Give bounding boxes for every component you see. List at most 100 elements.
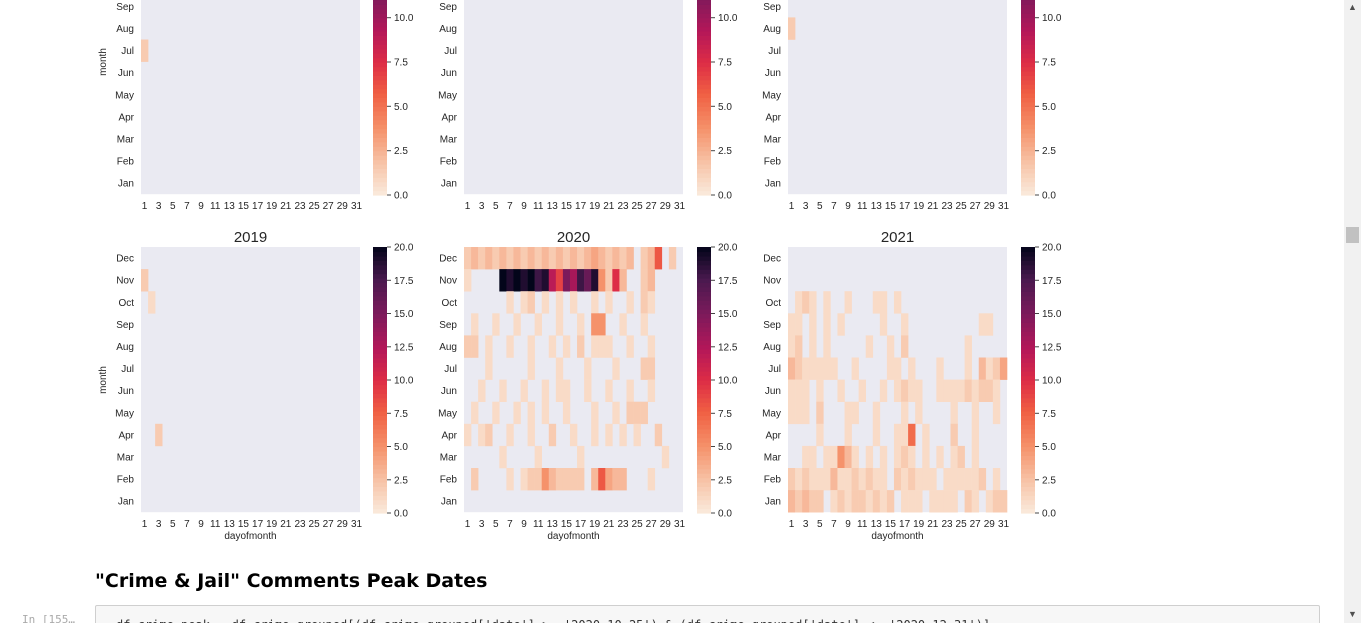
colorbar-segment [1021,88,1035,94]
heatmap-cell [809,468,817,491]
colorbar-segment [697,317,711,323]
colorbar-segment [697,468,711,474]
colorbar-segment [1021,468,1035,474]
heatmap-cell [612,247,620,270]
heatmap-cell [879,313,888,336]
day-tick-label: 19 [913,201,925,212]
heatmap-cell [584,379,592,402]
heatmap-cell [844,445,852,469]
heatmap-cell [908,379,916,402]
scroll-down-arrow-icon[interactable]: ▼ [1348,609,1357,619]
day-tick-label: 3 [156,201,162,212]
day-tick-label: 5 [817,519,823,530]
heatmap-cell [950,490,958,513]
heatmap-cell [971,423,980,447]
heatmap-cell [534,269,543,292]
colorbar-segment [373,57,387,63]
colorbar-segment [373,499,387,505]
colorbar-segment [697,322,711,328]
colorbar-segment [697,26,711,32]
month-tick-label: Apr [118,430,134,441]
colorbar-segment [697,260,711,266]
scroll-up-arrow-icon[interactable]: ▲ [1348,2,1357,12]
colorbar-segment [373,348,387,354]
heatmap-cell [802,357,810,380]
colorbar-segment [1021,62,1035,68]
month-tick-label: May [762,90,781,101]
vertical-scrollbar[interactable]: ▲ ▼ [1344,0,1361,623]
colorbar-segment [373,317,387,323]
heatmap-cell [915,468,923,491]
colorbar-segment [1021,326,1035,332]
colorbar-segment [697,495,711,501]
day-tick-label: 5 [170,201,176,212]
heatmap-cell [492,313,500,336]
colorbar-segment [373,177,387,183]
heatmap-cell [830,357,838,380]
colorbar-segment [373,101,387,107]
colorbar-segment [697,66,711,72]
colorbar-segment [373,340,387,346]
colorbar-segment [373,411,387,417]
month-tick-label: May [438,408,457,419]
colorbar-segment [1021,295,1035,301]
colorbar-segment [1021,393,1035,399]
colorbar-segment [697,397,711,403]
heatmap-cell [577,445,585,469]
scrollbar-thumb[interactable] [1346,227,1359,243]
heatmap-cell [886,335,895,358]
heatmap-cell [809,313,817,336]
colorbar-segment [697,300,711,306]
colorbar-segment [373,477,387,483]
colorbar-segment [373,93,387,99]
heatmap-cell [619,247,627,270]
heatmap-background [464,0,683,195]
day-tick-label: 15 [561,201,573,212]
heatmap-cell [548,247,557,270]
day-tick-label: 19 [589,201,601,212]
heatmap-cell [893,379,902,402]
colorbar-segment [697,70,711,76]
heatmap-cell [957,468,965,491]
month-tick-label: Jun [765,386,781,397]
heatmap-cell [788,313,796,336]
month-tick-label: Aug [763,342,781,353]
colorbar-segment [1021,415,1035,421]
heatmap-cell [612,269,620,292]
colorbar-segment [697,411,711,417]
heatmap-cell [569,423,578,447]
heatmap-cell [577,335,585,358]
heatmap-cell [485,247,493,270]
colorbar-segment [373,13,387,19]
code-cell[interactable]: df_crime_peak = df_crime_grouped[(df_cri… [95,605,1320,623]
day-tick-label: 7 [507,201,513,212]
heatmap-cell [908,468,916,491]
colorbar-segment [697,53,711,59]
heatmap-cell [802,445,810,469]
colorbar-segment [697,128,711,134]
month-tick-label: Sep [763,2,781,13]
month-tick-label: Jun [441,386,457,397]
colorbar-segment [697,406,711,412]
colorbar-segment [1021,317,1035,323]
colorbar-segment [1021,8,1035,14]
heatmap-cell [851,357,859,380]
heatmap-cell [520,269,528,292]
code-line[interactable]: df_crime_peak = df_crime_grouped[(df_cri… [116,618,990,623]
day-tick-label: 7 [831,201,837,212]
colorbar-segment [373,278,387,284]
colorbar-segment [373,159,387,165]
heatmap-cell [591,423,599,447]
colorbar-segment [697,362,711,368]
day-tick-label: 27 [646,201,658,212]
month-tick-label: Oct [765,298,781,309]
colorbar-segment [373,300,387,306]
y-axis-label: month [98,48,109,76]
colorbar-segment [373,326,387,332]
colorbar-segment [697,375,711,381]
heatmap-cell [915,490,923,513]
colorbar-segment [1021,362,1035,368]
colorbar-segment [1021,375,1035,381]
